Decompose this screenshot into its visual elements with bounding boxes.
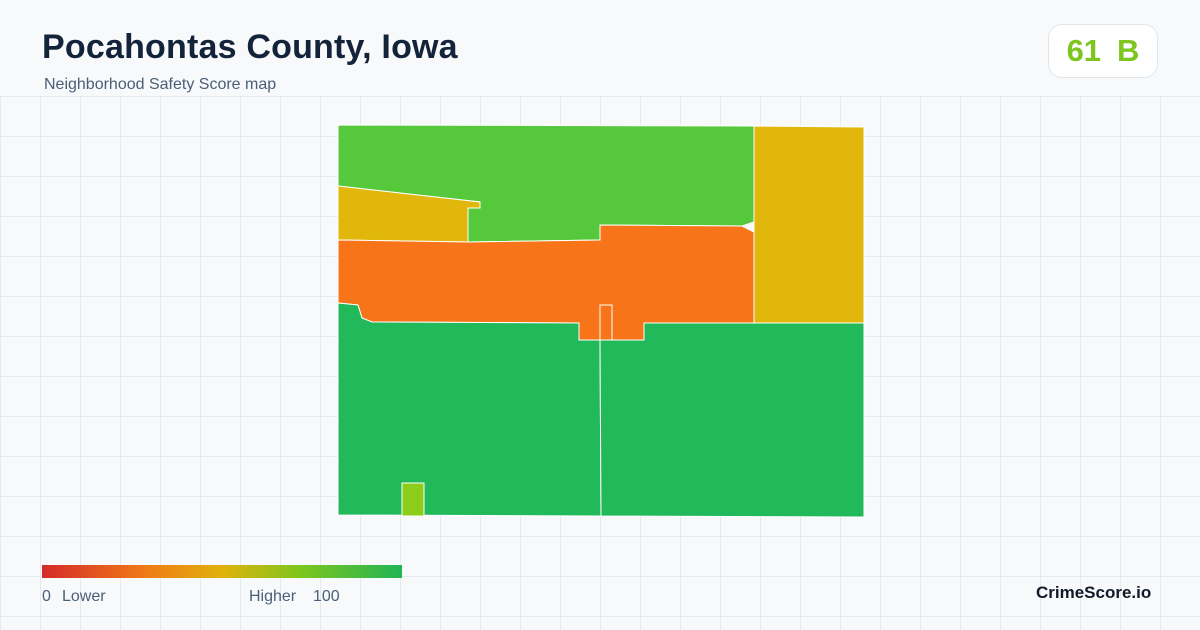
- score-badge: 61 B: [1048, 24, 1158, 78]
- page-subtitle: Neighborhood Safety Score map: [44, 76, 277, 93]
- legend-min-value: 0: [42, 588, 51, 605]
- central-strip-tract[interactable]: [599, 304, 613, 341]
- page-title: Pocahontas County, Iowa: [42, 28, 458, 66]
- legend-max-value: 100: [313, 588, 340, 605]
- score-grade: B: [1117, 33, 1140, 68]
- legend-gradient-bar: [42, 565, 402, 578]
- brand-logo[interactable]: CrimeScore.io: [1036, 583, 1152, 602]
- region-southwest[interactable]: [337, 302, 602, 517]
- region-south-small-tract[interactable]: [401, 482, 425, 517]
- score-value: 61: [1066, 33, 1102, 68]
- legend-low-label: Lower: [62, 588, 106, 605]
- region-southeast[interactable]: [599, 322, 865, 518]
- region-northeast[interactable]: [753, 125, 865, 324]
- header-divider: [0, 96, 1200, 97]
- legend-high-label: Higher: [249, 588, 297, 605]
